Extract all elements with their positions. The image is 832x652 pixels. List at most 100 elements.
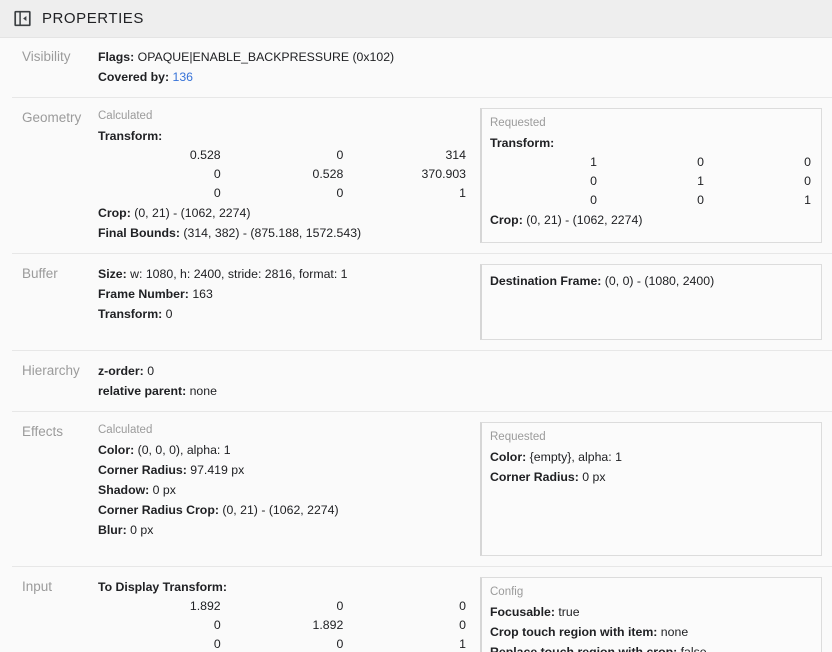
- property-value: 0 px: [152, 483, 176, 497]
- property-key: Shadow:: [98, 483, 150, 497]
- matrix-cell: 1.892: [312, 618, 344, 632]
- property-key: relative parent:: [98, 384, 187, 398]
- property-row: Crop touch region with item: none: [490, 622, 811, 642]
- panel-collapse-icon[interactable]: [12, 9, 32, 29]
- property-key: Color:: [490, 450, 527, 464]
- property-value: 163: [192, 287, 213, 301]
- property-row: Crop: (0, 21) - (1062, 2274): [490, 210, 811, 230]
- property-row: Corner Radius: 0 px: [490, 467, 811, 487]
- property-key: Focusable:: [490, 605, 555, 619]
- section-label-geometry: Geometry: [22, 110, 82, 125]
- config-box: Config Focusable: true Crop touch region…: [480, 577, 822, 652]
- property-key: Transform:: [98, 307, 163, 321]
- matrix-cell: 314: [445, 148, 466, 162]
- section-label-visibility: Visibility: [22, 49, 71, 64]
- property-value: (0, 21) - (1062, 2274): [222, 503, 339, 517]
- property-key: Replace touch region with crop:: [490, 645, 678, 652]
- property-value: none: [660, 625, 689, 639]
- matrix-cell: 1: [804, 193, 811, 207]
- property-row: Corner Radius Crop: (0, 21) - (1062, 227…: [98, 500, 466, 520]
- to-display-transform-label: To Display Transform:: [98, 580, 227, 594]
- matrix-cell: 0: [213, 618, 221, 632]
- properties-panel-header: PROPERTIES: [0, 0, 832, 38]
- matrix-cell: 0: [697, 193, 704, 207]
- section-visibility: Visibility Flags: OPAQUE|ENABLE_BACKPRES…: [12, 38, 832, 97]
- property-key: Corner Radius:: [490, 470, 579, 484]
- hierarchy-column: z-order: 0 relative parent: none: [96, 361, 822, 401]
- property-row: Flags: OPAQUE|ENABLE_BACKPRESSURE (0x102…: [98, 47, 822, 67]
- property-row: Transform: 0: [98, 304, 466, 324]
- input-config-column: Config Focusable: true Crop touch region…: [466, 577, 822, 652]
- section-label-buffer: Buffer: [22, 266, 58, 281]
- property-row: Corner Radius: 97.419 px: [98, 460, 466, 480]
- property-key: Color:: [98, 443, 135, 457]
- geometry-requested-column: Requested Transform: 1 0 0 0 1 0: [466, 108, 822, 243]
- effects-calculated-column: Calculated Color: (0, 0, 0), alpha: 1 Co…: [96, 422, 466, 556]
- property-value: (0, 21) - (1062, 2274): [526, 213, 643, 227]
- property-key: Destination Frame:: [490, 274, 602, 288]
- property-value: 97.419 px: [190, 463, 245, 477]
- property-key: Corner Radius:: [98, 463, 187, 477]
- matrix-row: 1 0 0: [490, 153, 811, 172]
- matrix-cell: 0: [213, 637, 221, 651]
- matrix-cell: 0: [459, 618, 466, 632]
- matrix-row: 1.892 0 0: [98, 597, 466, 616]
- requested-box: Requested Color: {empty}, alpha: 1 Corne…: [480, 422, 822, 556]
- properties-panel-body[interactable]: Visibility Flags: OPAQUE|ENABLE_BACKPRES…: [0, 38, 832, 652]
- matrix-cell: 1: [697, 174, 704, 188]
- property-row: Color: {empty}, alpha: 1: [490, 447, 811, 467]
- property-row: z-order: 0: [98, 361, 822, 381]
- box-filler: [490, 527, 811, 547]
- property-key: Crop:: [490, 213, 523, 227]
- section-effects: Effects Calculated Color: (0, 0, 0), alp…: [12, 411, 832, 566]
- section-buffer: Buffer Size: w: 1080, h: 2400, stride: 2…: [12, 253, 832, 350]
- property-key: Final Bounds:: [98, 226, 180, 240]
- property-key: Flags:: [98, 50, 135, 64]
- property-value: {empty}, alpha: 1: [529, 450, 622, 464]
- property-key: Crop touch region with item:: [490, 625, 658, 639]
- transform-label: Transform:: [98, 129, 163, 143]
- property-key: Covered by:: [98, 70, 170, 84]
- property-row: Destination Frame: (0, 0) - (1080, 2400): [490, 271, 811, 291]
- property-value: (0, 21) - (1062, 2274): [134, 206, 251, 220]
- matrix-row: 0.528 0 314: [98, 146, 466, 165]
- property-value: OPAQUE|ENABLE_BACKPRESSURE (0x102): [137, 50, 395, 64]
- property-row: Crop: (0, 21) - (1062, 2274): [98, 203, 466, 223]
- property-value: w: 1080, h: 2400, stride: 2816, format: …: [130, 267, 348, 281]
- section-label-effects: Effects: [22, 424, 64, 439]
- destination-frame-box: Destination Frame: (0, 0) - (1080, 2400): [480, 264, 822, 340]
- matrix-cell: 0: [336, 599, 344, 613]
- effects-requested-column: Requested Color: {empty}, alpha: 1 Corne…: [466, 422, 822, 556]
- property-value: (314, 382) - (875.188, 1572.543): [183, 226, 362, 240]
- property-row: Covered by: 136: [98, 67, 822, 87]
- property-key: Size:: [98, 267, 127, 281]
- matrix-cell: 370.903: [421, 167, 466, 181]
- section-input: Input To Display Transform: 1.892 0 0 0 …: [12, 566, 832, 652]
- matrix-row: 0 1.892 0: [98, 616, 466, 635]
- property-value: 0 px: [582, 470, 606, 484]
- matrix-cell: 1: [590, 155, 597, 169]
- subtitle-requested: Requested: [490, 431, 546, 443]
- subtitle-requested: Requested: [490, 117, 546, 129]
- property-row: Size: w: 1080, h: 2400, stride: 2816, fo…: [98, 264, 466, 284]
- property-row: Frame Number: 163: [98, 284, 466, 304]
- matrix-cell: 0: [804, 174, 811, 188]
- covered-by-link[interactable]: 136: [172, 70, 194, 84]
- matrix-row: 0 1 0: [490, 172, 811, 191]
- property-value: (0, 0) - (1080, 2400): [604, 274, 715, 288]
- property-row: Blur: 0 px: [98, 520, 466, 540]
- matrix-cell: 0: [213, 186, 221, 200]
- subtitle-calculated: Calculated: [98, 110, 153, 122]
- box-filler: [490, 311, 811, 331]
- matrix-cell: 0: [213, 167, 221, 181]
- matrix-cell: 0: [697, 155, 704, 169]
- visibility-calculated-column: Flags: OPAQUE|ENABLE_BACKPRESSURE (0x102…: [96, 47, 822, 87]
- section-geometry: Geometry Calculated Transform: 0.528 0 3…: [12, 97, 832, 253]
- matrix-cell: 0: [804, 155, 811, 169]
- property-key: z-order:: [98, 364, 144, 378]
- property-value: true: [558, 605, 580, 619]
- matrix-cell: 0.528: [189, 148, 221, 162]
- property-value: 0: [147, 364, 155, 378]
- matrix-cell: 0: [336, 637, 344, 651]
- box-filler: [490, 487, 811, 507]
